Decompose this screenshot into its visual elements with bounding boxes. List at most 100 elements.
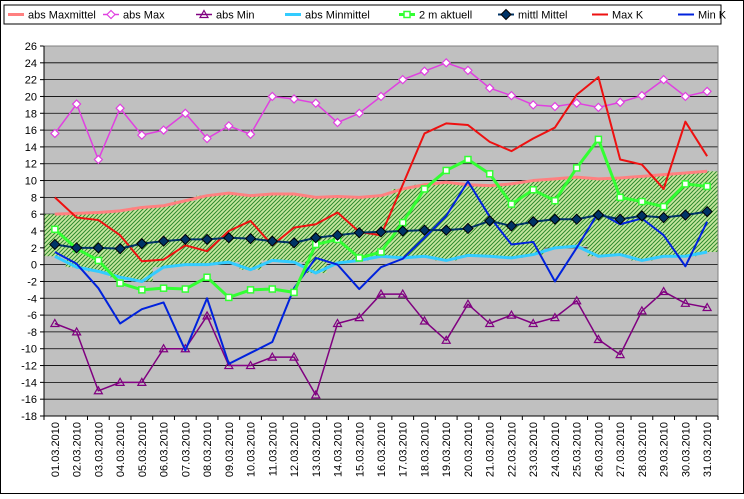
series-abs-maxmittel [54, 169, 708, 216]
data-point [225, 293, 233, 302]
data-point [94, 256, 103, 265]
data-point [353, 226, 365, 239]
data-point [571, 295, 582, 305]
data-point [332, 318, 343, 328]
legend-item: Min K [678, 10, 727, 22]
data-point [638, 197, 646, 206]
data-point [528, 318, 539, 328]
series-abs-max [50, 57, 712, 165]
x-tick-label: 27.03.2010 [615, 422, 627, 477]
data-point [571, 98, 582, 109]
data-point [245, 129, 256, 140]
y-tick-label: 14 [25, 142, 37, 154]
legend: abs Maxmittel abs Max abs Min abs Minmittel… [3, 4, 727, 25]
data-point [419, 66, 430, 77]
x-tick-label: 22.03.2010 [506, 422, 518, 477]
data-point [658, 74, 669, 85]
band-segment [217, 193, 240, 263]
data-point [397, 225, 409, 237]
data-point [223, 121, 234, 131]
data-point [354, 108, 365, 119]
data-point [136, 237, 148, 250]
x-tick-label: 01.03.2010 [50, 422, 62, 477]
data-point [398, 218, 407, 227]
x-tick-label: 03.03.2010 [93, 422, 105, 477]
data-point [49, 238, 61, 251]
data-point [158, 343, 169, 353]
data-point [202, 310, 213, 320]
data-point [615, 349, 626, 359]
data-point [462, 222, 474, 235]
data-point [92, 242, 105, 254]
data-point [485, 170, 494, 178]
data-point [179, 233, 192, 246]
data-point [223, 232, 235, 244]
y-tick-label: -12 [21, 361, 37, 373]
data-point [288, 351, 300, 361]
x-tick-label: 18.03.2010 [419, 422, 431, 477]
x-tick-label: 19.03.2010 [441, 422, 453, 477]
data-point [507, 200, 516, 208]
x-tick-label: 16.03.2010 [376, 422, 388, 477]
data-point [637, 90, 647, 101]
legend-box [3, 4, 722, 25]
x-tick-label: 28.03.2010 [637, 422, 649, 477]
data-point [527, 216, 539, 228]
data-point [106, 9, 116, 20]
data-point [397, 288, 408, 298]
data-point [354, 312, 365, 322]
data-point [636, 305, 647, 315]
y-tick-label: -4 [27, 293, 37, 305]
band-segment [196, 195, 218, 265]
data-point [266, 235, 278, 247]
band-segment [261, 194, 284, 261]
data-point [442, 166, 450, 175]
legend-label: Max K [612, 10, 644, 22]
legend-item: abs Min [196, 9, 255, 22]
data-point [331, 229, 344, 241]
data-point [636, 210, 648, 222]
x-tick-label: 11.03.2010 [267, 422, 279, 476]
x-tick-label: 15.03.2010 [354, 422, 366, 477]
x-tick-label: 24.03.2010 [550, 422, 562, 477]
data-point [657, 211, 670, 224]
data-point [658, 286, 669, 296]
y-tick-label: 16 [25, 125, 37, 137]
data-point [71, 326, 82, 336]
data-point [355, 254, 364, 262]
data-point [201, 233, 213, 246]
series-line [54, 290, 708, 396]
data-point [528, 100, 539, 110]
data-point [702, 302, 713, 312]
data-point [593, 102, 604, 113]
x-tick-label: 17.03.2010 [398, 422, 410, 477]
data-point [593, 334, 604, 344]
data-point [484, 215, 496, 227]
legend-item: mittl Mittel [498, 8, 568, 22]
data-point [136, 130, 147, 140]
x-tick-label: 23.03.2010 [528, 422, 540, 477]
data-point [441, 335, 452, 344]
legend-item: abs Max [103, 10, 165, 22]
x-tick-label: 29.03.2010 [659, 422, 671, 477]
data-point [115, 103, 125, 114]
data-point [614, 213, 626, 225]
y-tick-label: 20 [25, 91, 37, 103]
x-tick-label: 04.03.2010 [115, 422, 127, 477]
data-point [157, 235, 170, 247]
legend-item: Max K [592, 10, 644, 22]
y-tick-label: -14 [21, 377, 37, 389]
y-tick-label: 0 [31, 260, 37, 272]
data-point [310, 232, 322, 244]
data-point [550, 101, 560, 112]
data-point [138, 286, 146, 294]
data-point [616, 193, 624, 202]
x-tick-label: 20.03.2010 [463, 422, 475, 477]
y-tick-label: 24 [25, 58, 37, 70]
band-segment [65, 213, 88, 268]
y-tick-label: 26 [25, 41, 37, 53]
data-point [484, 83, 495, 93]
data-point [463, 65, 473, 76]
